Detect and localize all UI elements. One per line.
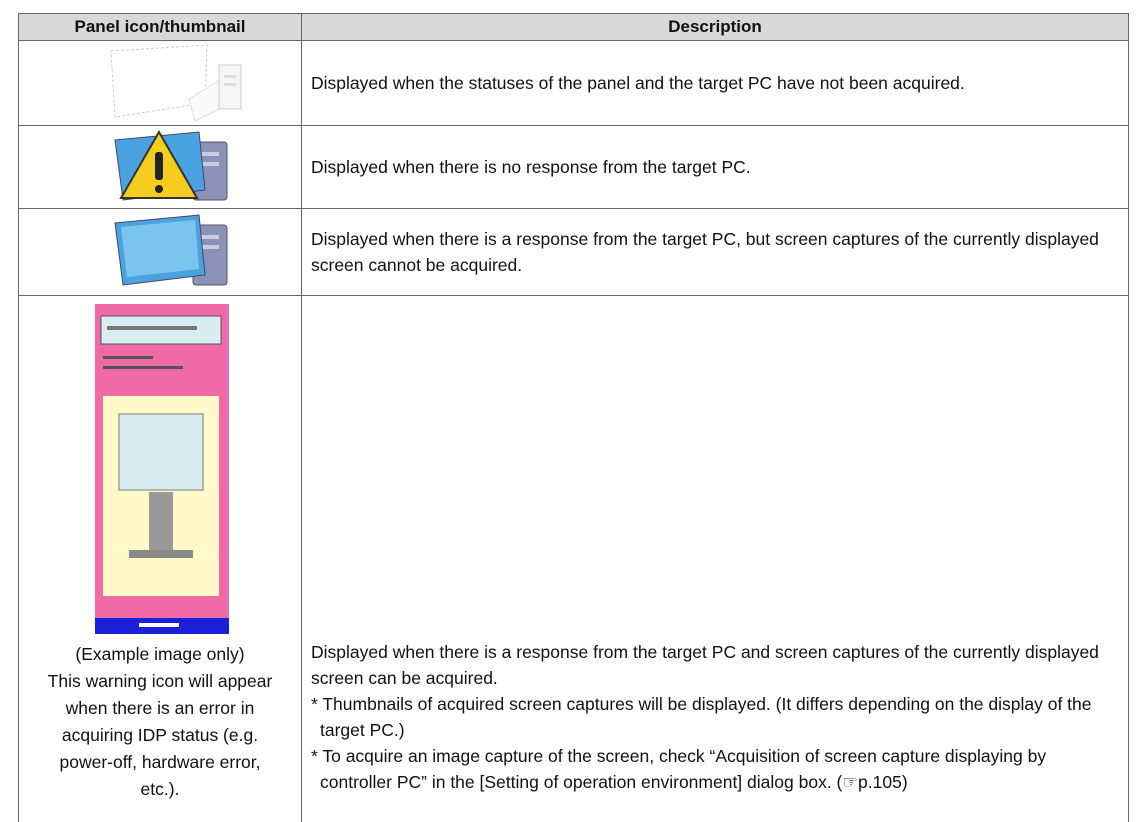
header-cell: Description <box>301 13 1129 41</box>
caption-line: (Example image only) <box>75 644 245 664</box>
icon-cell: (Example image only) This warning icon wi… <box>18 295 302 822</box>
description-text: * To acquire an image capture of the scr… <box>311 746 1047 792</box>
caption-line: etc.). <box>140 779 180 799</box>
description-text: Displayed when there is a response from … <box>311 642 1099 688</box>
thumbnail <box>95 304 229 634</box>
header-cell: Panel icon/thumbnail <box>18 13 302 41</box>
icon-cell <box>18 125 302 209</box>
description-cell: Displayed when the statuses of the panel… <box>301 40 1129 126</box>
description-cell: Displayed when there is no response from… <box>301 125 1129 209</box>
description-cell: Displayed when there is a response from … <box>301 295 1129 822</box>
icon-unknown <box>110 44 242 122</box>
icon-cell <box>18 40 302 126</box>
description-text: Displayed when there is no response from… <box>311 157 751 177</box>
description-text: Displayed when the statuses of the panel… <box>311 73 965 93</box>
icon-cell <box>18 208 302 296</box>
icon-no-response <box>114 129 228 201</box>
caption-line: power-off, hardware error, <box>59 752 261 772</box>
description-text: * Thumbnails of acquired screen captures… <box>311 694 1092 740</box>
icon-response <box>114 214 228 286</box>
caption-line: This warning icon will appear <box>47 671 273 691</box>
description-cell: Displayed when there is a response from … <box>301 208 1129 296</box>
caption-line: acquiring IDP status (e.g. <box>61 725 259 745</box>
description-text: Displayed when there is a response from … <box>311 229 1099 275</box>
caption-line: when there is an error in <box>65 698 255 718</box>
